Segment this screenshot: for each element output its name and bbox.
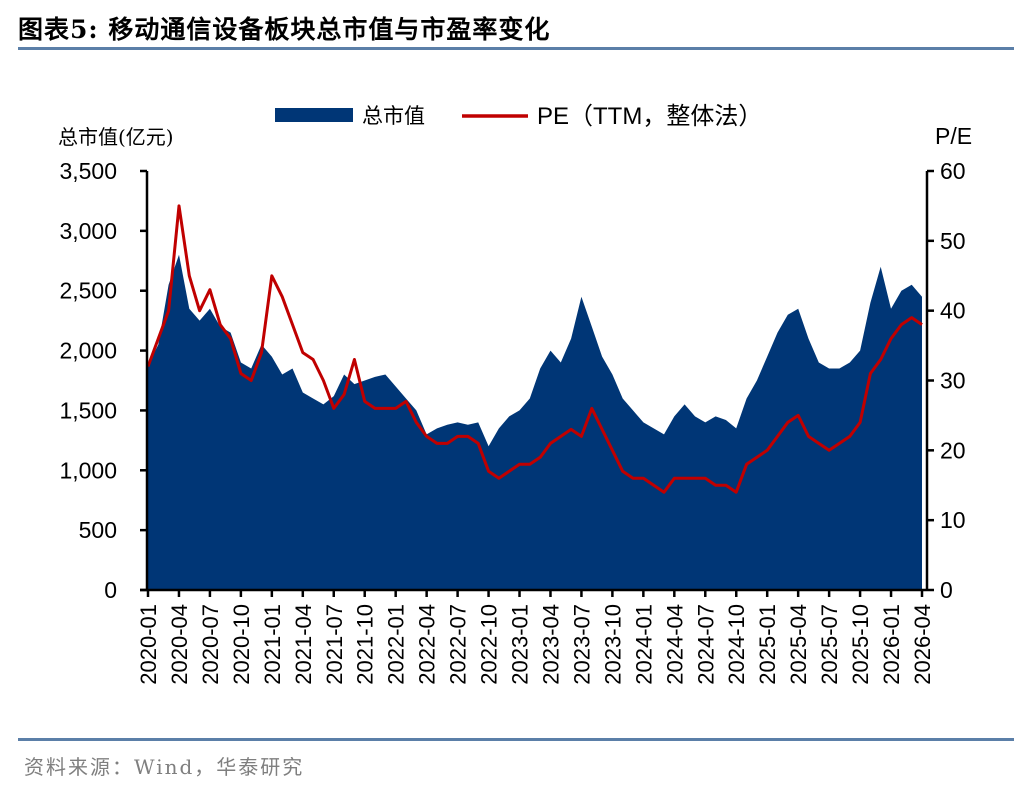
left-tick-label: 3,000 [59, 218, 117, 244]
x-tick-label: 2020-10 [229, 604, 254, 685]
x-tick-label: 2026-04 [910, 604, 935, 685]
x-tick-label: 2021-10 [353, 604, 378, 685]
left-tick-label: 1,500 [59, 397, 117, 423]
right-axis-title: P/E [935, 123, 972, 149]
right-tick-label: 20 [940, 437, 966, 463]
x-tick-label: 2024-04 [662, 604, 687, 685]
x-tick-label: 2025-04 [786, 604, 811, 685]
x-tick-label: 2022-10 [477, 604, 502, 685]
pe-line [146, 204, 923, 494]
left-tick-label: 0 [104, 577, 117, 603]
right-tick-label: 0 [940, 577, 953, 603]
x-tick-label: 2025-10 [848, 604, 873, 685]
x-tick-label: 2024-07 [693, 604, 718, 685]
legend-label-pe: PE（TTM，整体法） [537, 103, 762, 130]
x-tick-label: 2023-01 [508, 604, 533, 685]
right-tick-label: 40 [940, 298, 966, 324]
x-tick-label: 2022-04 [415, 604, 440, 685]
x-axis-ticks: 2020-01 2020-04 2020-07 2020-10 2021-01 2021-… [136, 590, 935, 685]
left-tick-label: 2,500 [59, 278, 117, 304]
x-tick-label: 2020-07 [198, 604, 223, 685]
legend-label-market-cap: 总市值 [362, 104, 425, 128]
left-axis-title: 总市值(亿元) [58, 125, 174, 149]
x-tick-label: 2022-01 [384, 604, 409, 685]
x-tick-label: 2024-10 [724, 604, 749, 685]
left-tick-label: 3,500 [59, 158, 117, 184]
chart-title: 图表5: 移动通信设备板块总市值与市盈率变化 [18, 15, 551, 44]
source-note: 资料来源：Wind，华泰研究 [24, 755, 305, 779]
title-divider [18, 47, 1014, 50]
x-tick-label: 2024-01 [631, 604, 656, 685]
x-tick-label: 2020-01 [136, 604, 161, 685]
right-tick-label: 10 [940, 507, 966, 533]
x-tick-label: 2025-07 [817, 604, 842, 685]
x-tick-label: 2023-10 [600, 604, 625, 685]
left-tick-label: 500 [79, 517, 117, 543]
right-tick-label: 50 [940, 228, 966, 254]
left-tick-label: 2,000 [59, 338, 117, 364]
market-cap-area [148, 254, 922, 591]
x-tick-label: 2022-07 [446, 604, 471, 685]
left-tick-label: 1,000 [59, 457, 117, 483]
x-tick-label: 2021-04 [291, 604, 316, 685]
legend: 总市值 PE（TTM，整体法） [275, 103, 762, 130]
x-tick-label: 2021-07 [322, 604, 347, 685]
legend-swatch-market-cap [275, 108, 353, 122]
x-tick-label: 2023-04 [539, 604, 564, 685]
x-tick-label: 2021-01 [260, 604, 285, 685]
x-tick-label: 2020-04 [167, 604, 192, 685]
right-tick-label: 30 [940, 368, 966, 394]
source-divider [18, 738, 1014, 741]
x-tick-label: 2023-07 [569, 604, 594, 685]
x-tick-label: 2025-01 [755, 604, 780, 685]
right-tick-label: 60 [940, 158, 966, 184]
left-axis-ticks: 0 500 1,000 1,500 2,000 2,500 3,000 3,500 [59, 158, 147, 603]
chart: 总市值 PE（TTM，整体法） 总市值(亿元) P/E 05001,0001,5… [58, 103, 972, 685]
plot-area [146, 204, 923, 591]
x-tick-label: 2026-01 [879, 604, 904, 685]
right-axis-ticks: 0 10 20 30 40 50 60 [927, 158, 966, 603]
